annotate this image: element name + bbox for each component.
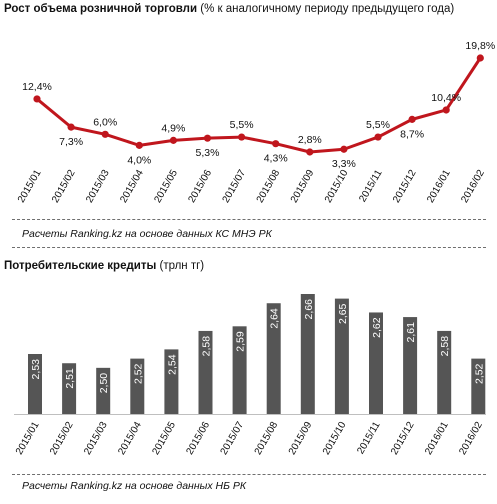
data-label: 6,0% <box>93 116 117 128</box>
x-tick-label: 2016/01 <box>425 168 453 205</box>
x-tick-label: 2015/03 <box>84 168 112 205</box>
bar-value-label: 2,53 <box>30 359 42 380</box>
data-point <box>442 106 450 114</box>
chart2-title-bold: Потребительские кредиты <box>4 260 157 272</box>
chart2-title: Потребительские кредиты (трлн тг) <box>4 259 484 274</box>
x-tick-label: 2015/08 <box>253 420 281 457</box>
bar-value-label: 2,58 <box>439 336 451 357</box>
x-tick-label: 2015/12 <box>391 168 419 205</box>
chart1-divider <box>12 219 486 220</box>
bar <box>437 330 452 414</box>
data-point <box>169 136 177 144</box>
data-label: 5,5% <box>366 119 390 131</box>
x-tick-label: 2015/11 <box>357 168 384 205</box>
bar-value-label: 2,61 <box>405 322 417 343</box>
bar <box>369 312 383 414</box>
x-tick-label: 2015/04 <box>116 420 144 457</box>
bar <box>334 298 349 414</box>
data-label: 8,7% <box>400 128 424 140</box>
bar-value-label: 2,58 <box>201 336 213 357</box>
chart2-title-rest: (трлн тг) <box>156 260 205 272</box>
retail-growth-line-chart: 12,4% 7,3% 6,0% 4,0% 4,9% 5,3% 5,5% 4,3% 2,8% 3,3… <box>16 40 495 205</box>
bar <box>96 367 111 414</box>
bar <box>28 354 42 414</box>
bar-value-label: 2,50 <box>98 373 110 394</box>
chart1-title: Рост объема розничной торговли (% к анал… <box>4 2 484 17</box>
chart2-source: Расчеты Ranking.kz на основе данных НБ Р… <box>22 480 247 492</box>
data-label: 2,8% <box>298 134 322 146</box>
chart1-title-bold: Рост объема розничной торговли <box>4 3 198 15</box>
bar-value-label: 2,54 <box>166 354 178 375</box>
x-tick-label: 2015/09 <box>289 168 317 205</box>
x-tick-label: 2015/05 <box>152 168 180 205</box>
x-tick-label: 2015/03 <box>82 420 110 457</box>
data-label: 12,4% <box>22 81 52 93</box>
x-tick-label: 2015/06 <box>184 420 212 457</box>
consumer-credit-bar-chart: 2,53 2,51 2,50 2,52 2,54 2,58 2,59 2,64 2,66 2,65… <box>14 294 486 457</box>
x-tick-label: 2015/04 <box>118 168 146 205</box>
data-label: 4,0% <box>127 154 151 166</box>
data-point <box>306 148 314 156</box>
data-point <box>67 123 75 131</box>
x-tick-label: 2015/12 <box>389 420 417 457</box>
bar <box>471 358 486 414</box>
data-label: 10,4% <box>431 92 461 104</box>
data-label: 3,3% <box>332 158 356 170</box>
bar <box>266 303 281 414</box>
x-tick-label: 2015/11 <box>355 420 382 457</box>
bar <box>232 326 247 414</box>
data-label: 4,9% <box>161 122 185 134</box>
bar-value-label: 2,62 <box>371 317 383 338</box>
x-tick-label: 2015/01 <box>14 420 42 457</box>
x-tick-label: 2016/02 <box>459 168 487 205</box>
data-point <box>408 115 416 123</box>
data-point <box>272 140 280 148</box>
bar <box>62 363 77 414</box>
x-tick-label: 2015/07 <box>219 420 247 457</box>
x-tick-label: 2015/08 <box>255 168 283 205</box>
data-label: 19,8% <box>465 40 495 52</box>
bar-value-label: 2,66 <box>303 299 315 320</box>
bar <box>130 358 145 414</box>
data-point <box>203 134 212 142</box>
x-tick-label: 2015/01 <box>16 168 44 205</box>
x-tick-label: 2015/06 <box>186 168 214 205</box>
chart1-title-rest: (% к аналогичному периоду предыдущего го… <box>197 3 455 15</box>
data-label: 7,3% <box>59 136 83 148</box>
chart2-divider <box>12 474 486 475</box>
x-tick-label: 2015/10 <box>321 420 349 457</box>
data-point <box>135 141 143 149</box>
data-label: 4,3% <box>264 153 288 165</box>
x-tick-label: 2016/02 <box>457 420 485 457</box>
x-tick-label: 2015/02 <box>48 420 76 457</box>
chart1-bottom-divider <box>12 247 486 248</box>
bar <box>300 294 315 414</box>
x-tick-label: 2015/07 <box>221 168 249 205</box>
x-tick-label: 2016/01 <box>423 420 451 457</box>
data-point <box>374 133 382 141</box>
x-tick-label: 2015/09 <box>287 420 315 457</box>
x-tick-label: 2015/02 <box>50 168 78 205</box>
chart1-source: Расчеты Ranking.kz на основе данных КС М… <box>22 228 272 240</box>
data-point <box>340 145 348 153</box>
data-point <box>101 130 109 138</box>
bar-value-label: 2,52 <box>473 363 485 384</box>
bar-value-label: 2,65 <box>337 303 349 324</box>
bar-value-label: 2,64 <box>269 308 281 329</box>
data-point <box>476 54 484 62</box>
bar <box>164 349 179 414</box>
data-point <box>238 133 246 141</box>
bar <box>403 317 418 414</box>
data-label: 5,5% <box>230 119 254 131</box>
bar <box>198 330 213 414</box>
series-line <box>36 57 482 154</box>
data-label: 5,3% <box>196 147 220 159</box>
bar-value-label: 2,51 <box>64 368 76 389</box>
bar-value-label: 2,59 <box>235 331 247 352</box>
x-tick-label: 2015/10 <box>323 168 351 205</box>
x-tick-label: 2015/05 <box>150 420 178 457</box>
data-point <box>33 95 41 103</box>
bar-value-label: 2,52 <box>132 363 144 384</box>
